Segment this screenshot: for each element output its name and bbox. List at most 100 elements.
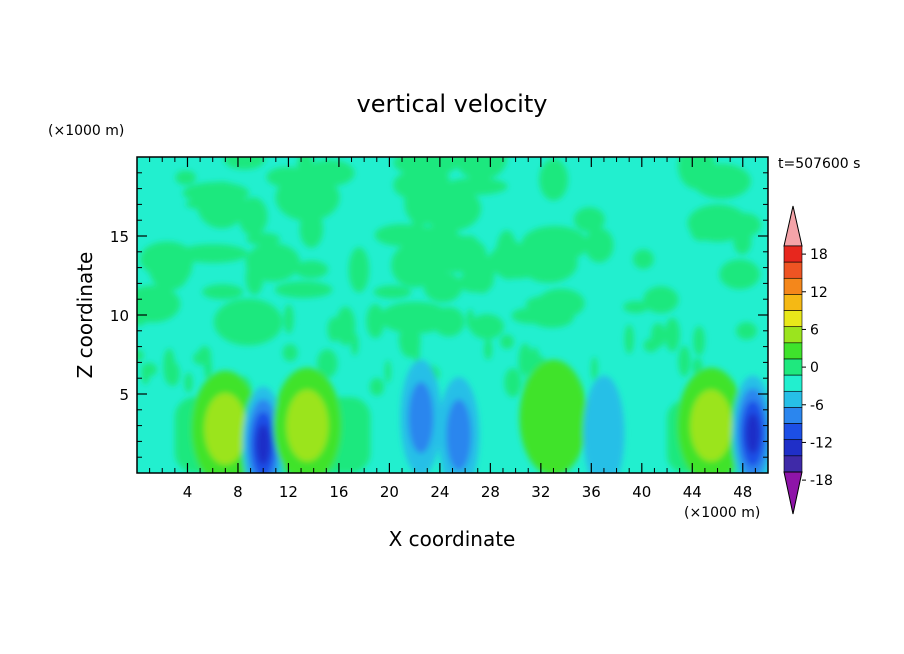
colorbar-box bbox=[783, 326, 803, 344]
x-tick-label: 40 bbox=[632, 483, 651, 501]
field-patch bbox=[455, 157, 507, 180]
field-patch bbox=[197, 181, 247, 229]
field-patch bbox=[719, 259, 760, 290]
field-patch bbox=[421, 234, 487, 273]
colorbar-box bbox=[783, 261, 803, 279]
colorbar-box bbox=[783, 374, 803, 392]
field-patch bbox=[677, 157, 716, 190]
colorbar-box bbox=[783, 423, 803, 441]
y-axis: 5 10 15 bbox=[110, 172, 768, 458]
field-patch bbox=[623, 301, 649, 314]
x-tick-label: 4 bbox=[183, 483, 193, 501]
field-patch bbox=[283, 304, 294, 334]
x-tick-label: 28 bbox=[481, 483, 500, 501]
field-patch bbox=[165, 361, 180, 387]
x-tick-label: 20 bbox=[380, 483, 399, 501]
x-tick-label: 44 bbox=[683, 483, 702, 501]
field-patch bbox=[304, 159, 355, 187]
field-patch bbox=[398, 331, 417, 346]
field-patch bbox=[335, 306, 356, 346]
field-patch bbox=[466, 309, 474, 330]
colorbar-box bbox=[783, 455, 803, 473]
field-patch bbox=[141, 364, 150, 385]
field-patch bbox=[726, 212, 762, 237]
colorbar-box bbox=[783, 390, 803, 408]
plot-area bbox=[137, 157, 768, 473]
field-patch bbox=[299, 210, 324, 248]
field-patch bbox=[693, 326, 705, 356]
field-patch bbox=[633, 249, 654, 269]
x-tick-label: 24 bbox=[430, 483, 449, 501]
field-patch bbox=[643, 286, 679, 314]
field-patch bbox=[539, 158, 569, 201]
field-patch bbox=[275, 174, 340, 221]
velocity-field bbox=[137, 157, 768, 473]
field-patch bbox=[391, 226, 459, 243]
colorbar-under-arrow bbox=[783, 471, 803, 515]
colorbar-label: 12 bbox=[810, 285, 828, 301]
field-patch bbox=[224, 157, 265, 170]
velocity-cell bbox=[408, 382, 434, 454]
field-patch bbox=[379, 301, 451, 334]
field-patch bbox=[327, 317, 341, 342]
y-tick-label: 10 bbox=[110, 307, 129, 325]
field-patch bbox=[236, 318, 252, 345]
field-patch bbox=[413, 335, 420, 367]
field-patch bbox=[294, 260, 329, 279]
colorbar-label: -18 bbox=[810, 473, 833, 489]
field-patch bbox=[393, 157, 460, 177]
colorbar-label: -6 bbox=[810, 398, 824, 414]
field-patch bbox=[316, 349, 338, 378]
x-axis-label: X coordinate bbox=[389, 527, 516, 551]
velocity-cell bbox=[256, 424, 271, 465]
field-patch bbox=[282, 344, 298, 362]
field-patch bbox=[202, 284, 244, 300]
x-tick-label: 36 bbox=[582, 483, 601, 501]
field-patch bbox=[369, 377, 385, 396]
velocity-cell bbox=[745, 413, 760, 454]
field-patch bbox=[518, 343, 532, 377]
field-patch bbox=[643, 338, 659, 353]
x-tick-label: 48 bbox=[733, 483, 752, 501]
field-patch bbox=[664, 317, 680, 352]
colorbar-label: 6 bbox=[810, 322, 819, 338]
y-tick-label: 15 bbox=[110, 228, 129, 246]
velocity-cell bbox=[286, 389, 329, 462]
field-patch bbox=[736, 322, 757, 340]
field-patch bbox=[137, 349, 144, 362]
field-patch bbox=[274, 281, 333, 299]
time-label: t=507600 s bbox=[778, 156, 860, 172]
x-tick-label: 12 bbox=[279, 483, 298, 501]
colorbar-box bbox=[783, 310, 803, 328]
y-axis-label: Z coordinate bbox=[73, 252, 97, 379]
field-patch bbox=[351, 332, 359, 356]
field-patch bbox=[525, 294, 580, 314]
field-patch bbox=[423, 272, 463, 303]
field-patch bbox=[366, 304, 385, 339]
x-tick-label: 32 bbox=[531, 483, 550, 501]
field-patch bbox=[519, 242, 578, 283]
velocity-cell bbox=[519, 359, 588, 473]
field-patch bbox=[148, 242, 191, 291]
colorbar-over-arrow bbox=[783, 205, 803, 247]
y-tick-label: 5 bbox=[119, 386, 129, 404]
field-patch bbox=[584, 227, 614, 263]
field-patch bbox=[373, 285, 412, 299]
field-patch bbox=[504, 368, 522, 398]
colorbar-box bbox=[783, 358, 803, 376]
field-patch bbox=[137, 307, 148, 326]
field-patch bbox=[137, 285, 181, 323]
field-patch bbox=[420, 186, 482, 232]
field-patch bbox=[500, 334, 514, 349]
field-patch bbox=[246, 232, 281, 246]
field-patch bbox=[245, 261, 264, 295]
field-patch bbox=[414, 318, 428, 333]
velocity-cell bbox=[690, 389, 733, 462]
x-tick-label: 8 bbox=[233, 483, 243, 501]
colorbar-box bbox=[783, 342, 803, 360]
field-patch bbox=[591, 356, 598, 381]
x-tick-label: 16 bbox=[329, 483, 348, 501]
field-patch bbox=[678, 345, 691, 377]
colorbar-box bbox=[783, 407, 803, 424]
